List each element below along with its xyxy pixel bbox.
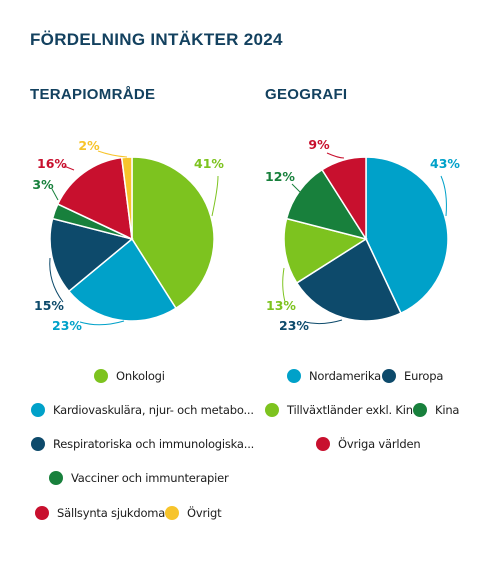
legend-item-0-2: Respiratoriska och immunologiska...	[31, 437, 254, 451]
legend-swatch	[94, 369, 108, 383]
legend-item-1-1: Europa	[382, 369, 443, 383]
legend-swatch	[31, 437, 45, 451]
data-label-1-3: 12%	[265, 169, 295, 184]
chart-title-terapiomrade: TERAPIOMRÅDE	[30, 86, 156, 103]
legend-label: Övriga världen	[338, 437, 421, 451]
pie-slice-1-4	[321, 156, 367, 242]
page-title: FÖRDELNING INTÄKTER 2024	[30, 30, 283, 49]
leader-line-0-0	[211, 175, 219, 217]
legend-label: Övrigt	[187, 506, 222, 520]
legend-label: Vacciner och immunterapier	[71, 471, 229, 485]
legend-swatch	[316, 437, 330, 451]
data-label-0-0: 41%	[194, 156, 224, 171]
pie-slice-1-1	[295, 237, 402, 322]
legend-swatch	[35, 506, 49, 520]
data-label-0-5: 2%	[78, 138, 100, 153]
data-label-0-4: 16%	[37, 156, 67, 171]
legend-label: Kina	[435, 403, 460, 417]
legend-item-0-1: Kardiovaskulära, njur- och metabo...	[31, 403, 254, 417]
legend-swatch	[165, 506, 179, 520]
legend-label: Respiratoriska och immunologiska...	[53, 437, 255, 451]
legend-swatch	[287, 369, 301, 383]
pie-slice-1-3	[285, 168, 368, 241]
leader-line-1-2	[282, 267, 286, 303]
legend-item-0-0: Onkologi	[94, 369, 165, 383]
leader-line-0-3	[51, 188, 59, 201]
legend-swatch	[49, 471, 63, 485]
legend-item-0-3: Vacciner och immunterapier	[49, 471, 229, 485]
leader-line-1-3	[291, 183, 301, 193]
data-label-0-2: 15%	[34, 298, 64, 313]
legend-swatch	[31, 403, 45, 417]
legend-item-0-5: Övrigt	[165, 506, 222, 520]
legend-label: Nordamerika	[309, 369, 382, 383]
legend-item-1-4: Övriga världen	[316, 437, 421, 451]
pie-slice-1-0	[365, 156, 449, 315]
legend-label: Tillväxtländer exkl. Kina	[287, 403, 420, 417]
legend-item-1-3: Kina	[413, 403, 459, 417]
data-label-1-2: 13%	[266, 298, 296, 313]
leader-line-0-5	[97, 150, 128, 158]
data-label-1-4: 9%	[308, 137, 330, 152]
pie-slice-1-2	[283, 217, 368, 284]
legend-item-1-2: Tillväxtländer exkl. Kina	[265, 403, 420, 417]
leader-line-0-4	[63, 165, 75, 171]
pie-slice-0-2	[49, 217, 134, 293]
legend-label: Onkologi	[116, 369, 165, 383]
leader-line-0-2	[49, 257, 64, 303]
pie-slice-0-4	[56, 156, 133, 241]
chart-title-geografi: GEOGRAFI	[265, 86, 348, 103]
leader-line-1-4	[326, 152, 345, 159]
legend-label: Sällsynta sjukdomar	[57, 506, 170, 520]
data-label-0-3: 3%	[32, 177, 54, 192]
legend-swatch	[413, 403, 427, 417]
data-label-1-1: 23%	[279, 318, 309, 333]
data-label-0-1: 23%	[52, 318, 82, 333]
legend-swatch	[265, 403, 279, 417]
legend-label: Kardiovaskulära, njur- och metabo...	[53, 403, 254, 417]
legend-item-0-4: Sällsynta sjukdomar	[35, 506, 170, 520]
leader-line-1-1	[304, 319, 343, 325]
leader-line-1-0	[440, 175, 447, 217]
leader-line-0-1	[79, 320, 125, 326]
legend-item-1-0: Nordamerika	[287, 369, 381, 383]
pie-slice-0-1	[67, 237, 177, 322]
data-label-1-0: 43%	[430, 156, 460, 171]
legend-label: Europa	[404, 369, 444, 383]
legend-swatch	[382, 369, 396, 383]
